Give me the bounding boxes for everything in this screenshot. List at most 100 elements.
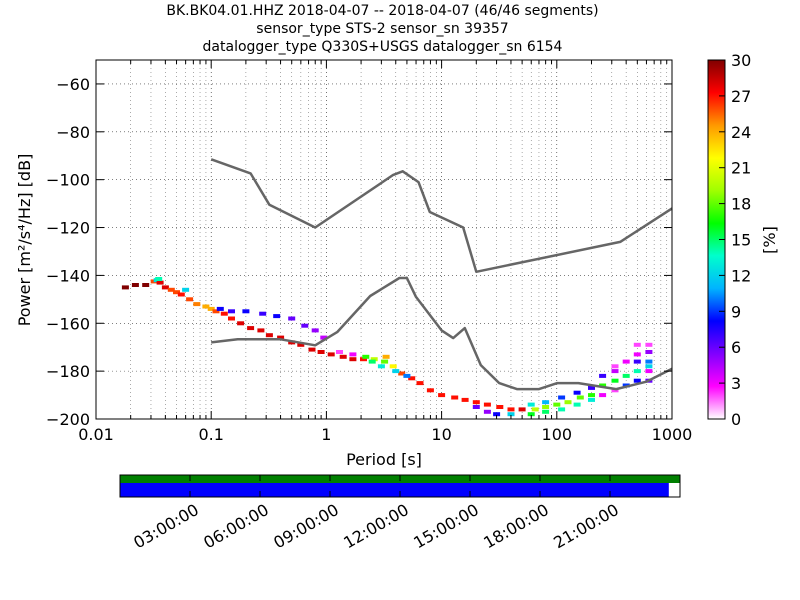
psd-cell: [193, 302, 201, 307]
psd-cell: [438, 393, 446, 398]
y-tick-label: −120: [46, 219, 90, 238]
psd-cell: [483, 409, 491, 414]
psd-cell: [599, 393, 607, 398]
plot-area: 0.01 0.1 1 10 100 1000 −60 −80 −100 −120 −140 −160…: [15, 59, 692, 469]
x-tick-label: 0.1: [198, 425, 223, 444]
psd-cell: [398, 371, 406, 376]
psd-cell: [349, 352, 357, 357]
psd-cell: [368, 359, 376, 364]
psd-cell: [360, 357, 367, 362]
psd-cell: [220, 311, 228, 316]
x-tick-label: 100: [542, 425, 573, 444]
colorbar-tick-label: 24: [731, 123, 751, 142]
psd-cell: [496, 405, 504, 409]
y-tick-label: −180: [46, 362, 90, 381]
y-axis-ticks: −60 −80 −100 −120 −140 −160 −180 −200: [46, 75, 672, 429]
psd-cell: [576, 395, 584, 400]
psd-cell: [259, 311, 267, 316]
psd-cell: [173, 290, 180, 295]
psd-cell: [131, 283, 139, 287]
colorbar-tick-label: 27: [731, 87, 751, 106]
chart-title-line-1: BK.BK04.01.HHZ 2018-04-07 -- 2018-04-07 …: [166, 3, 599, 19]
x-tick-label: 10: [431, 425, 451, 444]
noise-model-lines: [210, 158, 673, 391]
colorbar-tick-label: 15: [731, 231, 751, 250]
chart-title-line-3: datalogger_type Q330S+USGS datalogger_sn…: [202, 39, 563, 55]
x-tick-label: 0.01: [78, 425, 114, 444]
psd-cell: [349, 357, 357, 362]
psd-cell: [633, 369, 641, 374]
psd-cell: [242, 309, 250, 314]
psd-cell: [161, 285, 169, 290]
psd-cell: [362, 354, 370, 359]
psd-cell: [527, 402, 535, 407]
psd-cell: [633, 378, 641, 383]
psd-cell: [645, 369, 653, 374]
psd-cell: [558, 407, 566, 412]
colorbar-ticks: 0 3 6 9 12 15 18 21 24 27 30: [719, 51, 751, 429]
psd-cell: [622, 373, 630, 378]
new-high-noise-model-line: [210, 158, 673, 274]
timeline-tick-label: 12:00:00: [340, 500, 412, 552]
psd-cell: [237, 321, 245, 326]
psd-cell: [377, 364, 385, 369]
psd-cell: [461, 397, 469, 402]
psd-cell: [327, 352, 335, 357]
x-tick-label: 1000: [652, 425, 693, 444]
x-tick-label: 1: [321, 425, 331, 444]
psd-cell: [273, 314, 281, 319]
psd-cell: [142, 283, 150, 287]
colorbar-tick-label: 6: [731, 338, 741, 357]
colorbar-tick-label: 18: [731, 195, 751, 214]
y-tick-label: −100: [46, 171, 90, 190]
timeline-data-bar: [120, 483, 669, 497]
psd-cell: [167, 287, 175, 292]
plot-background: [96, 60, 672, 419]
psd-cell: [472, 400, 480, 405]
psd-cell: [308, 347, 316, 352]
psd-cell: [633, 342, 641, 347]
psd-cell: [564, 400, 572, 405]
colorbar-tick-label: 12: [731, 266, 751, 285]
psd-cell: [633, 359, 641, 364]
psd-cell: [389, 364, 397, 369]
y-axis-label: Power [m²/s⁴/Hz] [dB]: [15, 154, 34, 327]
psd-cell: [212, 309, 220, 314]
psd-cell: [186, 297, 194, 302]
new-low-noise-model-line: [211, 276, 673, 391]
colorbar-tick-label: 0: [731, 410, 741, 429]
colorbar: 0 3 6 9 12 15 18 21 24 27 30 [%]: [707, 51, 779, 429]
psd-cell: [416, 381, 424, 386]
data-availability-timeline: 03:00:0006:00:0009:00:0012:00:0015:00:00…: [119, 474, 681, 552]
psd-cell: [573, 390, 581, 395]
psd-cell: [645, 359, 653, 364]
psd-cell: [202, 304, 210, 309]
psd-cell: [320, 335, 328, 340]
x-axis-label: Period [s]: [346, 450, 422, 469]
psd-cell: [507, 412, 515, 417]
plot-frame: [95, 59, 673, 420]
psd-cell: [645, 364, 653, 369]
psd-cell: [265, 333, 273, 338]
psd-cell: [611, 388, 619, 393]
psd-cell: [155, 277, 163, 281]
colorbar-label: [%]: [760, 226, 779, 254]
psd-cell: [339, 354, 347, 359]
psd-cell: [588, 397, 595, 402]
psd-cell: [518, 407, 526, 412]
psd-cell: [426, 388, 434, 393]
y-tick-label: −80: [56, 123, 90, 142]
psd-cell: [588, 385, 595, 390]
psd-cell: [311, 328, 319, 333]
psd-cell: [177, 292, 185, 297]
psd-cell: [611, 378, 619, 383]
psd-cell: [288, 316, 296, 321]
psd-cell: [573, 402, 581, 407]
psd-cell: [542, 400, 550, 405]
psd-cell: [645, 350, 653, 354]
x-axis-ticks: 0.01 0.1 1 10 100 1000: [78, 60, 692, 444]
psd-cell: [493, 412, 501, 417]
psd-cell: [156, 280, 164, 285]
timeline-tick-label: 03:00:00: [130, 500, 202, 552]
colorbar-tick-label: 3: [731, 374, 741, 393]
